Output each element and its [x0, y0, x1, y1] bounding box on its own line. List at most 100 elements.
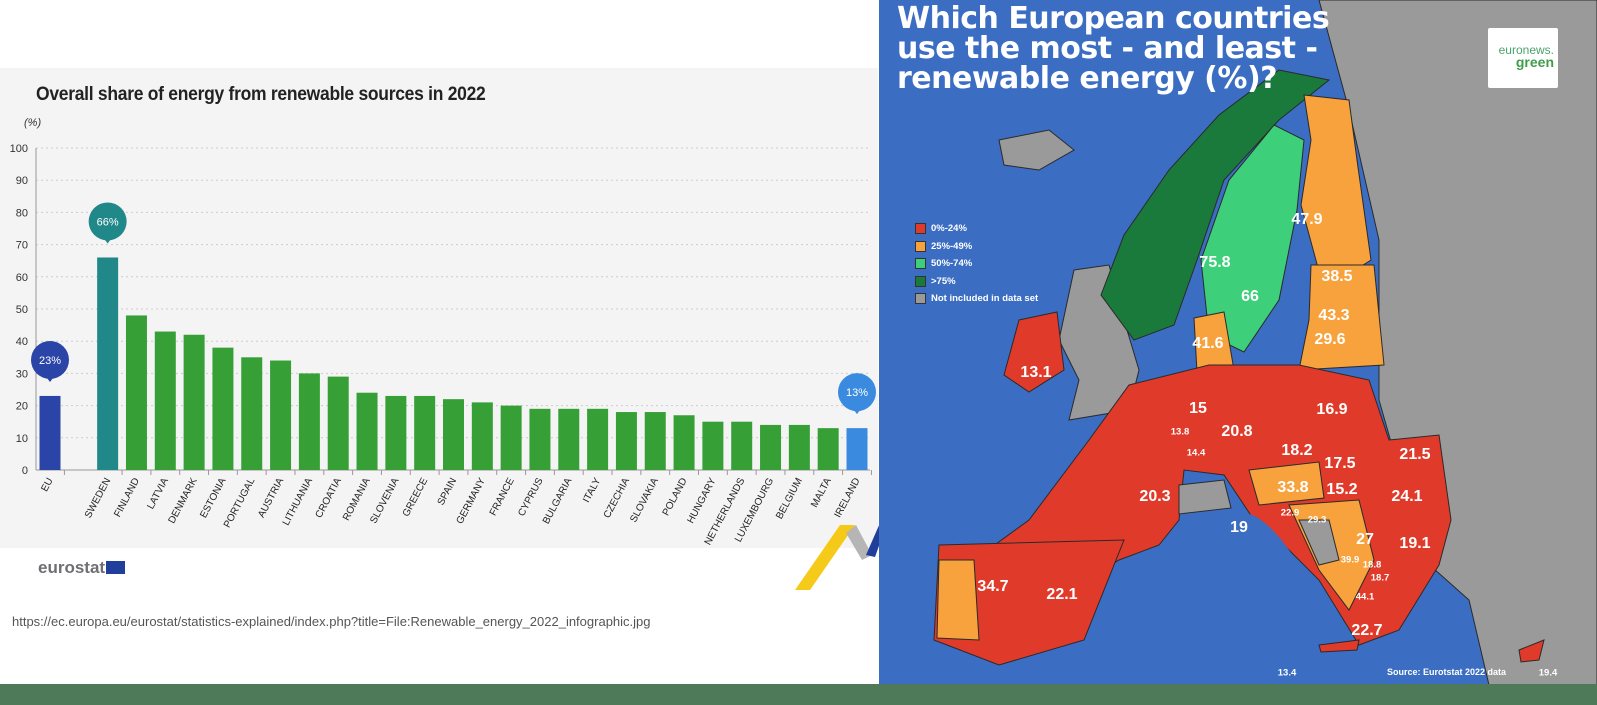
- baltics: [1298, 264, 1385, 371]
- map-value-label: 19.1: [1399, 535, 1431, 552]
- x-tick-label: POLAND: [661, 476, 690, 517]
- y-tick-label: 80: [16, 207, 28, 219]
- bar-croatia: [327, 376, 349, 470]
- bar-luxembourg: [760, 424, 782, 470]
- x-tick-label: CZECHIA: [602, 476, 632, 520]
- map-value-label: 39.9: [1340, 554, 1360, 566]
- iceland-land: [998, 129, 1075, 171]
- map-value-label: 22.9: [1280, 507, 1300, 519]
- callout-label: 23%: [39, 355, 61, 367]
- legend-item: Not included in data set: [915, 290, 1038, 308]
- x-tick-label: BULGARIA: [541, 476, 575, 526]
- bar-eu: [39, 395, 61, 470]
- bar-czechia: [615, 412, 637, 470]
- source-url[interactable]: https://ec.europa.eu/eurostat/statistics…: [12, 614, 651, 629]
- map-value-label: 20.8: [1221, 423, 1253, 440]
- eurostat-logo-text: eurostat: [38, 558, 106, 577]
- legend-label: Not included in data set: [931, 293, 1039, 305]
- y-tick-label: 40: [16, 336, 28, 348]
- switzerland: [1178, 479, 1232, 515]
- bar-austria: [270, 360, 292, 470]
- map-value-label: 18.8: [1362, 559, 1382, 571]
- bar-estonia: [212, 347, 234, 470]
- bar-latvia: [154, 331, 176, 470]
- x-tick-label: SWEDEN: [83, 476, 113, 520]
- map-value-label: 22.7: [1351, 622, 1383, 639]
- bar-slovenia: [385, 395, 407, 470]
- x-tick-label: HUNGARY: [685, 476, 718, 525]
- map-value-label: 15: [1189, 400, 1207, 417]
- map-value-label: 34.7: [977, 578, 1009, 595]
- map-title: Which European countries use the most - …: [897, 1, 1330, 94]
- decorative-chevron: [795, 523, 880, 590]
- map-legend: 0%-24% 25%-49% 50%-74% >75% Not included in …: [915, 220, 1038, 308]
- map-value-label: 13.4: [1277, 667, 1297, 679]
- legend-label: 0%-24%: [931, 223, 967, 235]
- map-value-label: 19.4: [1538, 667, 1558, 679]
- bar-finland: [125, 315, 147, 470]
- map-value-label: 13.8: [1170, 426, 1190, 438]
- austria: [1248, 461, 1325, 506]
- bar-ireland: [846, 428, 868, 470]
- map-title-line: Which European countries: [897, 1, 1330, 36]
- map-value-label: 18.2: [1281, 442, 1313, 459]
- bar-malta: [817, 428, 839, 470]
- map-value-label: 20.3: [1139, 488, 1171, 505]
- bar-germany: [471, 402, 493, 470]
- x-tick-label: ITALY: [581, 476, 603, 505]
- bar-lithuania: [298, 373, 320, 470]
- x-tick-label: ROMANIA: [341, 476, 373, 523]
- map-value-label: 14.4: [1186, 447, 1206, 459]
- map-value-label: 24.1: [1391, 488, 1423, 505]
- adriatic-sea: [1239, 513, 1309, 607]
- x-tick-label: GREECE: [401, 476, 431, 519]
- y-tick-label: 100: [10, 143, 28, 155]
- x-tick-label: SLOVENIA: [368, 476, 401, 526]
- bar-bulgaria: [558, 408, 580, 470]
- bottom-bar: [0, 684, 1597, 705]
- bar-spain: [443, 399, 464, 470]
- bar-hungary: [702, 421, 724, 470]
- portugal: [936, 559, 980, 641]
- bar-poland: [673, 415, 695, 470]
- map-shapes: [933, 0, 1597, 685]
- legend-item: 0%-24%: [915, 220, 1038, 238]
- y-tick-label: 0: [22, 465, 28, 477]
- map-source: Source: Eurotstat 2022 data: [1387, 667, 1507, 677]
- ireland: [1003, 311, 1065, 393]
- x-tick-label: CYPRUS: [516, 476, 545, 518]
- legend-label: 50%-74%: [931, 258, 973, 270]
- x-tick-label: PORTUGAL: [222, 476, 258, 530]
- bar-chart: 0 10 20 30 40 50 60 70 80 90 100 EU 23% SWEDEN 66% FINL…: [10, 143, 876, 547]
- map-value-label: 75.8: [1199, 254, 1231, 271]
- bar-belgium: [788, 424, 810, 470]
- bar-romania: [356, 392, 378, 470]
- chart-title: Overall share of energy from renewable s…: [36, 84, 486, 105]
- bar-sweden: [97, 257, 119, 470]
- x-tick-label: LITHUANIA: [281, 476, 315, 528]
- x-tick-label: ESTONIA: [198, 476, 228, 520]
- map-value-label: 47.9: [1291, 211, 1323, 228]
- y-axis-unit: (%): [24, 117, 42, 129]
- europe-renewable-map: Which European countries use the most - …: [879, 0, 1597, 685]
- map-value-label: 15.2: [1326, 481, 1358, 498]
- iberia: [933, 539, 1125, 666]
- map-value-label: 17.5: [1324, 455, 1356, 472]
- callout-label: 66%: [97, 216, 119, 228]
- tyrrhenian-sea: [1164, 570, 1254, 650]
- legend-label: >75%: [931, 275, 956, 287]
- callout-bubble: [838, 373, 876, 412]
- legend-swatch: [915, 275, 926, 287]
- sweden: [1200, 124, 1305, 353]
- crete: [1318, 639, 1360, 653]
- map-value-label: 16.9: [1316, 401, 1348, 418]
- legend-item: 50%-74%: [915, 255, 1038, 273]
- bar-denmark: [183, 334, 205, 470]
- norway: [1100, 69, 1331, 341]
- bar-portugal: [241, 357, 263, 470]
- bar-cyprus: [529, 408, 551, 470]
- map-value-label: 44.1: [1355, 591, 1375, 603]
- bar-greece: [414, 395, 436, 470]
- y-tick-label: 60: [16, 272, 28, 284]
- callout-bubble: [31, 340, 69, 379]
